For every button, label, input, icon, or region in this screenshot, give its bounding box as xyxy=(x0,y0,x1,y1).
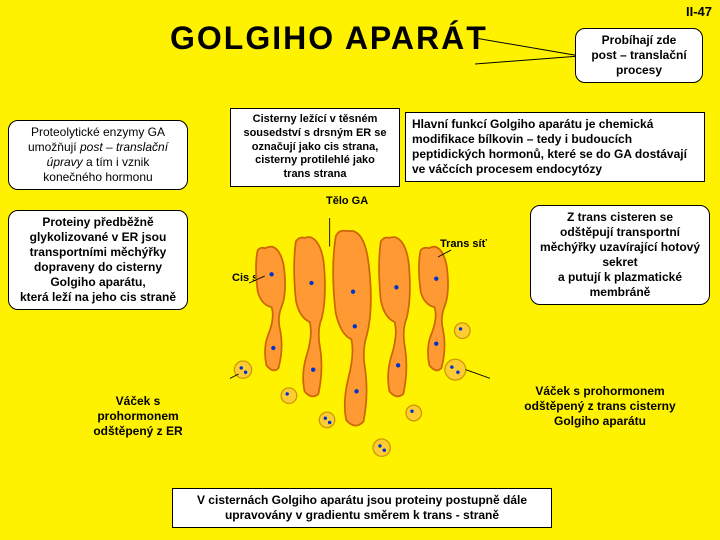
vacek-trans-text: Váček s prohormonem odštěpený z trans ci… xyxy=(524,384,675,428)
proteolytic-box: Proteolytické enzymy GA umožňují post – … xyxy=(8,120,188,190)
vacek-er-text: Váček s prohormonem odštěpený z ER xyxy=(93,394,182,438)
main-func-box: Hlavní funkcí Golgiho aparátu je chemick… xyxy=(405,112,705,182)
page-number: II-47 xyxy=(686,4,712,19)
post-translation-text: Probíhají zdepost – translačníprocesy xyxy=(591,33,686,77)
page: II-47 GOLGIHO APARÁT Probíhají zdepost –… xyxy=(0,0,720,540)
proteins-glyco-box: Proteiny předběžně glykolizované v ER js… xyxy=(8,210,188,310)
trans-cistern-text: Z trans cisteren se odštěpují transportn… xyxy=(540,210,700,299)
cisterna-2 xyxy=(294,237,325,396)
post-translation-box: Probíhají zdepost – translačníprocesy xyxy=(575,28,703,83)
bottom-box: V cisternách Golgiho aparátu jsou protei… xyxy=(172,488,552,528)
cisterny-box: Cisterny ležící v těsném sousedství s dr… xyxy=(230,108,400,187)
proteins-glyco-text: Proteiny předběžně glykolizované v ER js… xyxy=(20,215,176,304)
cisterna-1 xyxy=(256,247,285,371)
proteolytic-text: Proteolytické enzymy GA umožňují post – … xyxy=(28,125,168,184)
main-title: GOLGIHO APARÁT xyxy=(170,20,488,57)
vacek-trans-box: Váček s prohormonem odštěpený z trans ci… xyxy=(505,380,695,433)
trans-cistern-box: Z trans cisteren se odštěpují transportn… xyxy=(530,205,710,305)
cisterny-text: Cisterny ležící v těsném sousedství s dr… xyxy=(243,113,386,180)
cisterna-4 xyxy=(379,237,410,396)
main-func-text: Hlavní funkcí Golgiho aparátu je chemick… xyxy=(412,117,687,176)
bottom-text: V cisternách Golgiho aparátu jsou protei… xyxy=(197,493,527,522)
cisterna-5 xyxy=(419,247,448,371)
vacek-er-box: Váček s prohormonem odštěpený z ER xyxy=(78,390,198,443)
cisterna-3 xyxy=(333,231,371,426)
title-connector xyxy=(475,36,585,76)
golgi-diagram xyxy=(230,180,490,490)
